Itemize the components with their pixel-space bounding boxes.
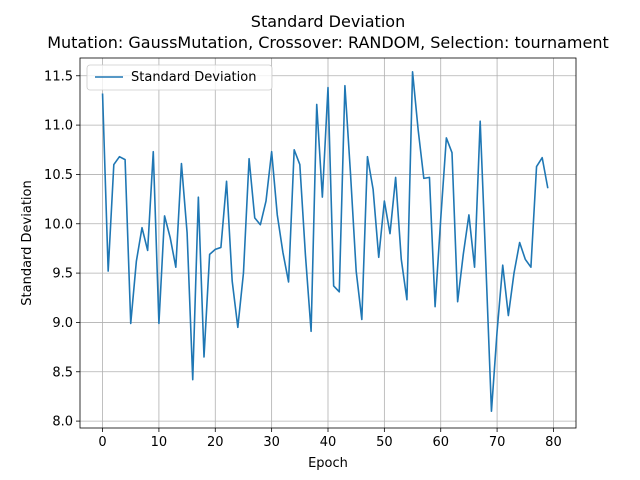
- y-tick-label: 11.5: [44, 69, 73, 84]
- y-axis-label: Standard Deviation: [20, 180, 35, 305]
- y-tick-label: 8.5: [52, 365, 73, 380]
- legend-label: Standard Deviation: [131, 70, 256, 85]
- x-tick-label: 30: [263, 435, 280, 450]
- x-tick-label: 0: [98, 435, 106, 450]
- y-tick-label: 8.0: [52, 415, 73, 430]
- legend-box: [86, 64, 273, 91]
- x-tick-label: 10: [151, 435, 168, 450]
- y-tick-label: 11.0: [44, 119, 73, 134]
- x-tick-label: 70: [489, 435, 506, 450]
- y-tick-label: 10.5: [44, 168, 73, 183]
- legend: Standard Deviation: [86, 64, 273, 91]
- plot-area: [101, 71, 549, 413]
- y-tick-label: 9.5: [52, 267, 73, 282]
- chart-title: Standard Deviation: [251, 12, 405, 31]
- chart-subtitle: Mutation: GaussMutation, Crossover: RAND…: [47, 33, 609, 52]
- x-tick-label: 40: [320, 435, 337, 450]
- x-tick-label: 20: [207, 435, 224, 450]
- grid: [80, 58, 576, 428]
- x-tick-label: 80: [545, 435, 562, 450]
- y-tick-label: 9.0: [52, 316, 73, 331]
- x-tick-label: 60: [432, 435, 449, 450]
- x-axis-label: Epoch: [308, 456, 348, 471]
- x-tick-label: 50: [376, 435, 393, 450]
- series-line-standard-deviation: [101, 71, 549, 413]
- axis-ticks: 0 10 20 30 40 50 60 70 80 8.0 8.5 9.0 9.5 10.0 10.5 11.…: [44, 69, 562, 450]
- y-tick-label: 10.0: [44, 217, 73, 232]
